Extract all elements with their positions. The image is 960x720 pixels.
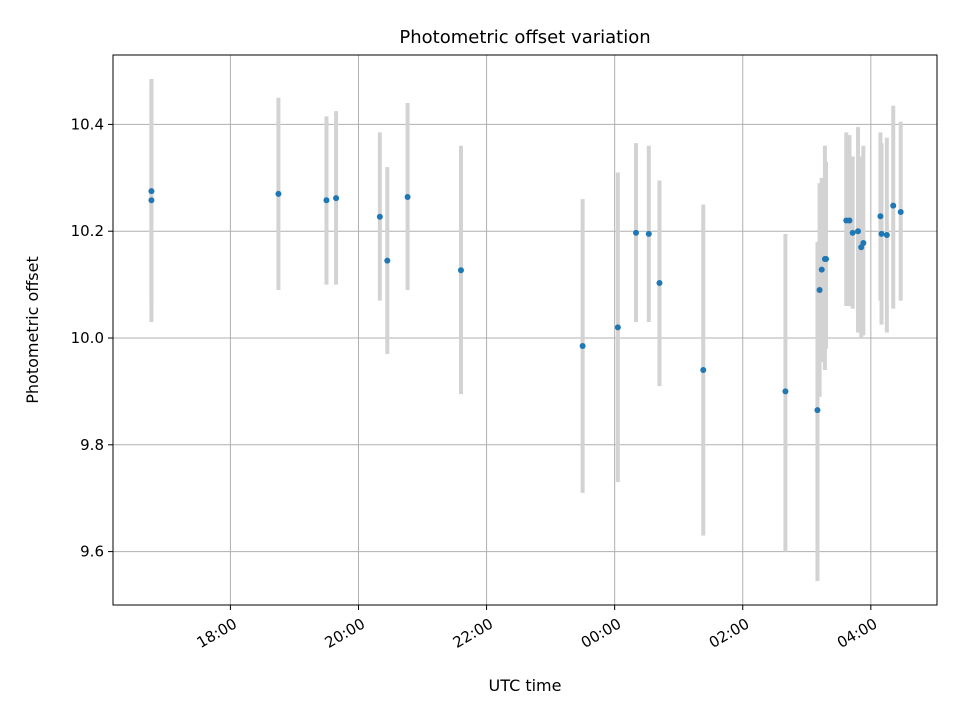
data-point: [148, 188, 155, 195]
data-point: [404, 194, 411, 201]
data-point: [333, 195, 340, 202]
data-point: [633, 229, 640, 236]
data-point: [860, 239, 867, 246]
grid-layer: [113, 55, 937, 605]
data-point: [883, 231, 890, 238]
data-point: [846, 217, 853, 224]
data-point: [700, 367, 707, 374]
y-axis-ticks: 9.6 9.8 10.0 10.2 10.4: [71, 115, 113, 561]
data-point: [849, 229, 856, 236]
y-axis-title: Photometric offset: [23, 256, 42, 404]
data-point: [376, 213, 383, 220]
point-layer: [148, 188, 904, 414]
data-point: [897, 208, 904, 215]
data-point: [579, 343, 586, 350]
data-point: [855, 228, 862, 235]
data-point: [814, 407, 821, 414]
data-point: [877, 213, 884, 220]
data-point: [275, 190, 282, 197]
y-tick-label: 10.0: [71, 329, 104, 347]
y-tick-label: 9.8: [80, 436, 104, 454]
data-point: [890, 202, 897, 209]
data-point: [782, 388, 789, 395]
data-point: [323, 197, 330, 204]
data-point: [148, 197, 155, 204]
data-point: [822, 255, 829, 262]
y-tick-label: 10.2: [71, 222, 104, 240]
chart-title: Photometric offset variation: [399, 27, 650, 48]
data-point: [645, 230, 652, 237]
y-tick-label: 10.4: [71, 115, 104, 133]
data-point: [384, 257, 391, 264]
y-tick-label: 9.6: [80, 543, 104, 561]
data-point: [656, 280, 663, 287]
data-point: [816, 286, 823, 293]
x-axis-title: UTC time: [489, 676, 562, 695]
data-point: [614, 324, 621, 331]
data-point: [878, 230, 885, 237]
data-point: [457, 267, 464, 274]
plot-area-frame: [112, 54, 938, 606]
data-point: [818, 266, 825, 273]
